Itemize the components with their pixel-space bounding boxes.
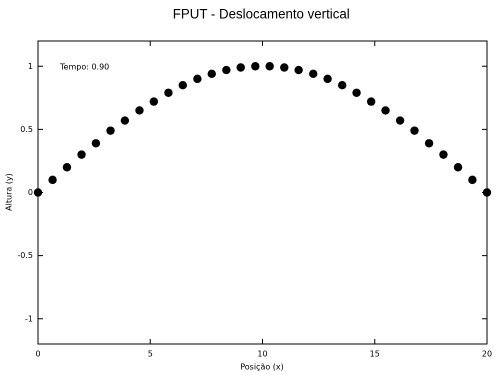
- y-tick-label: 0.5: [20, 125, 33, 134]
- point: [366, 97, 376, 106]
- point: [395, 116, 405, 125]
- y-tick-label: 1: [28, 62, 33, 71]
- point: [106, 126, 115, 135]
- x-tick-label: 10: [257, 350, 267, 359]
- point: [236, 63, 245, 72]
- point: [33, 188, 43, 197]
- y-tick-label: -0.5: [17, 251, 33, 260]
- point: [265, 62, 274, 71]
- point: [424, 139, 434, 148]
- point: [280, 63, 289, 72]
- y-axis-label: Altura (y): [5, 173, 14, 211]
- y-tick-label: -1: [25, 314, 33, 323]
- point: [207, 69, 216, 79]
- point: [135, 106, 144, 115]
- point: [178, 80, 188, 90]
- point: [77, 150, 86, 159]
- point: [381, 106, 390, 115]
- point: [323, 74, 332, 84]
- point: [309, 69, 318, 79]
- point: [164, 88, 173, 97]
- point: [120, 116, 130, 125]
- point: [193, 74, 202, 84]
- point: [251, 62, 260, 71]
- point: [453, 163, 463, 172]
- point: [410, 126, 419, 135]
- point: [468, 175, 477, 185]
- x-tick-label: 20: [482, 350, 492, 359]
- point: [294, 65, 303, 75]
- x-tick-label: 15: [370, 350, 380, 359]
- point: [62, 163, 72, 172]
- x-tick-label: 0: [35, 350, 40, 359]
- point: [439, 150, 448, 159]
- point: [222, 65, 231, 75]
- chart-title: FPUT - Deslocamento vertical: [173, 6, 350, 21]
- x-axis-label: Posição (x): [240, 363, 284, 372]
- point: [337, 80, 347, 90]
- annotation: Tempo: 0.90: [59, 63, 109, 72]
- y-tick-label: 0: [28, 188, 33, 197]
- point: [48, 175, 57, 185]
- point: [352, 88, 361, 97]
- point: [482, 188, 492, 197]
- point: [149, 97, 159, 106]
- x-tick-label: 5: [148, 350, 153, 359]
- point: [91, 139, 101, 148]
